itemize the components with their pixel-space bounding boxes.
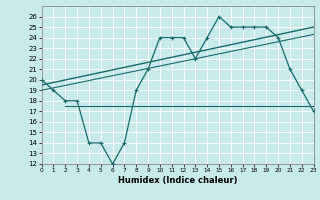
X-axis label: Humidex (Indice chaleur): Humidex (Indice chaleur) <box>118 176 237 185</box>
